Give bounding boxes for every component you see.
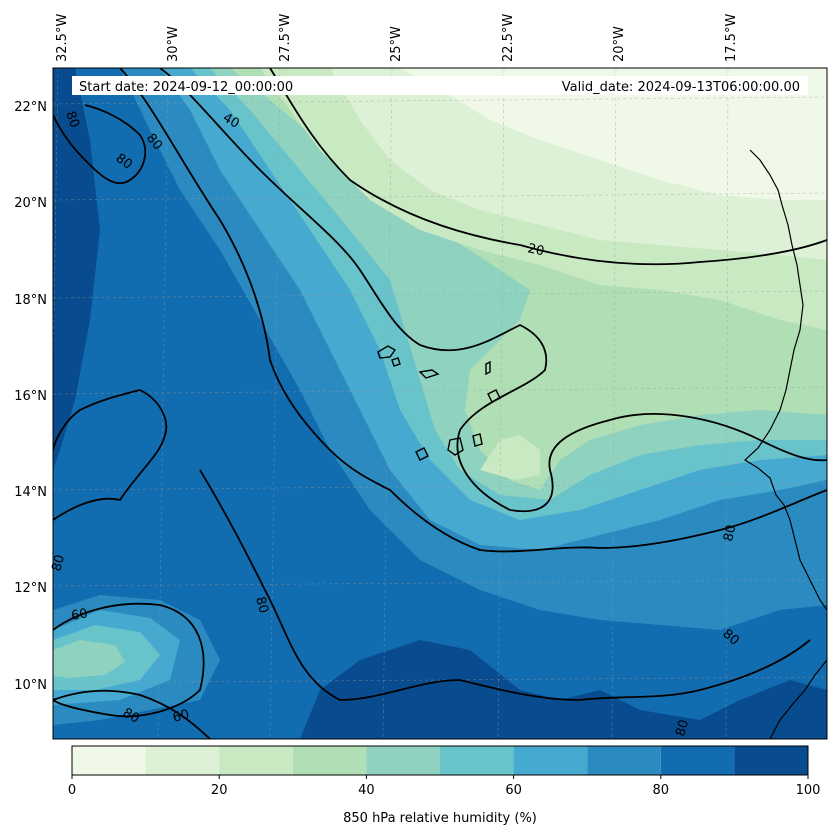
contour-80-west [53, 389, 168, 521]
contour-label-80-south: 80 [673, 718, 692, 738]
colorbar-swatch-70-80 [587, 746, 661, 775]
colorbar-label: 850 hPa relative humidity (%) [343, 811, 537, 826]
contour-40 [159, 68, 827, 513]
island-cape-verde-g [472, 433, 483, 447]
island-cape-verde-a [377, 345, 397, 359]
rh-band-40-50-southwest [53, 640, 125, 678]
contour-label-80-southwest: 80 [120, 705, 142, 726]
colorbar-tick-label-60: 60 [505, 783, 522, 798]
lat-tick-20n: 20°N [14, 196, 47, 211]
island-cape-verde-d [485, 360, 491, 376]
contour-20 [269, 68, 827, 266]
lat-tick-14n: 14°N [14, 485, 47, 500]
colorbar-swatch-10-20 [145, 746, 220, 775]
colorbar-swatch-40-50 [366, 746, 440, 775]
contour-label-60-west: 60 [70, 606, 89, 624]
lat-tick-16n: 16°N [14, 389, 47, 404]
gridlines [53, 68, 827, 739]
contour-80-southwest [53, 689, 211, 739]
contour-label-40-north: 40 [220, 110, 242, 131]
lat-tick-18n: 18°N [14, 293, 47, 308]
colorbar-ticks: 0 20 40 60 80 100 [68, 775, 821, 798]
island-cape-verde-c [418, 369, 440, 379]
colorbar-tick-label-0: 0 [68, 783, 76, 798]
island-cape-verde-f [447, 437, 464, 456]
colorbar-tick-label-80: 80 [653, 783, 670, 798]
lat-tick-labels: 22°N 20°N 18°N 16°N 14°N 12°N 10°N [14, 100, 47, 693]
rh-band-90-100-west [53, 68, 100, 470]
island-cape-verde-h [415, 447, 429, 461]
colorbar: 0 20 40 60 80 100 850 hPa relative humidity (… [68, 745, 821, 826]
lon-tick-32-5w: 32.5°W [55, 14, 70, 62]
lon-tick-20w: 20°W [612, 26, 627, 62]
meridian-30w [157, 68, 169, 739]
lon-tick-30w: 30°W [166, 26, 181, 62]
lat-tick-10n: 10°N [14, 678, 47, 693]
rh-band-0-10 [400, 68, 827, 200]
colorbar-swatch-60-70 [513, 746, 588, 775]
colorbar-tick-label-40: 40 [358, 783, 375, 798]
map-border [52, 67, 828, 740]
lon-tick-labels: 32.5°W 30°W 27.5°W 25°W 22.5°W 20°W 17.5… [55, 14, 739, 62]
colorbar-swatch-0-10 [72, 746, 146, 775]
lon-tick-25w: 25°W [389, 26, 404, 62]
contour-80-central [199, 469, 811, 701]
lat-tick-12n: 12°N [14, 581, 47, 596]
meridian-22-5w [497, 68, 505, 739]
colorbar-swatch-50-60 [440, 746, 514, 775]
islands [377, 345, 501, 461]
rh-band-90-100-south [300, 640, 827, 739]
colorbar-tick-label-100: 100 [796, 783, 821, 798]
contour-label-20: 20 [526, 241, 545, 259]
colorbar-swatch-30-40 [292, 746, 367, 775]
contour-60-southwest [53, 602, 205, 718]
colorbar-tick-label-20: 20 [211, 783, 228, 798]
meridian-20w [611, 68, 617, 739]
colorbar-swatch-80-90 [660, 746, 735, 775]
contour-label-60-southwest: 60 [171, 707, 191, 726]
header-banner [72, 76, 808, 95]
contour-60 [119, 68, 827, 553]
meridian-17-5w [725, 68, 729, 739]
lon-tick-27-5w: 27.5°W [278, 14, 293, 62]
coastline-africa [744, 149, 827, 611]
colorbar-swatch-20-30 [219, 746, 293, 775]
start-date-label: Start date: 2024-09-12_00:00:00 [79, 80, 293, 95]
meridian-27-5w [269, 68, 281, 739]
map-area [53, 68, 827, 739]
valid-date-label: Valid_date: 2024-09-13T06:00:00.00 [562, 80, 800, 95]
colorbar-swatch-90-100 [734, 746, 808, 775]
contour-80-nw [53, 104, 147, 185]
rh-band-20-30-pocket [480, 435, 540, 480]
contour-label-80-west: 80 [49, 553, 68, 573]
island-cape-verde-b [391, 357, 401, 367]
contour-lines [53, 68, 827, 739]
island-cape-verde-e [487, 389, 501, 403]
coastline-africa-south [769, 659, 827, 739]
contour-label-80-nw-a: 80 [62, 109, 82, 130]
colorbar-border [71, 745, 809, 776]
meridian-25w [382, 68, 393, 739]
colorbar-swatches [72, 746, 808, 775]
lon-tick-22-5w: 22.5°W [501, 14, 516, 62]
lon-tick-17-5w: 17.5°W [724, 14, 739, 62]
lat-tick-22n: 22°N [14, 100, 47, 115]
contour-label-80-central: 80 [252, 595, 271, 615]
contour-label-80-east: 80 [721, 524, 739, 543]
